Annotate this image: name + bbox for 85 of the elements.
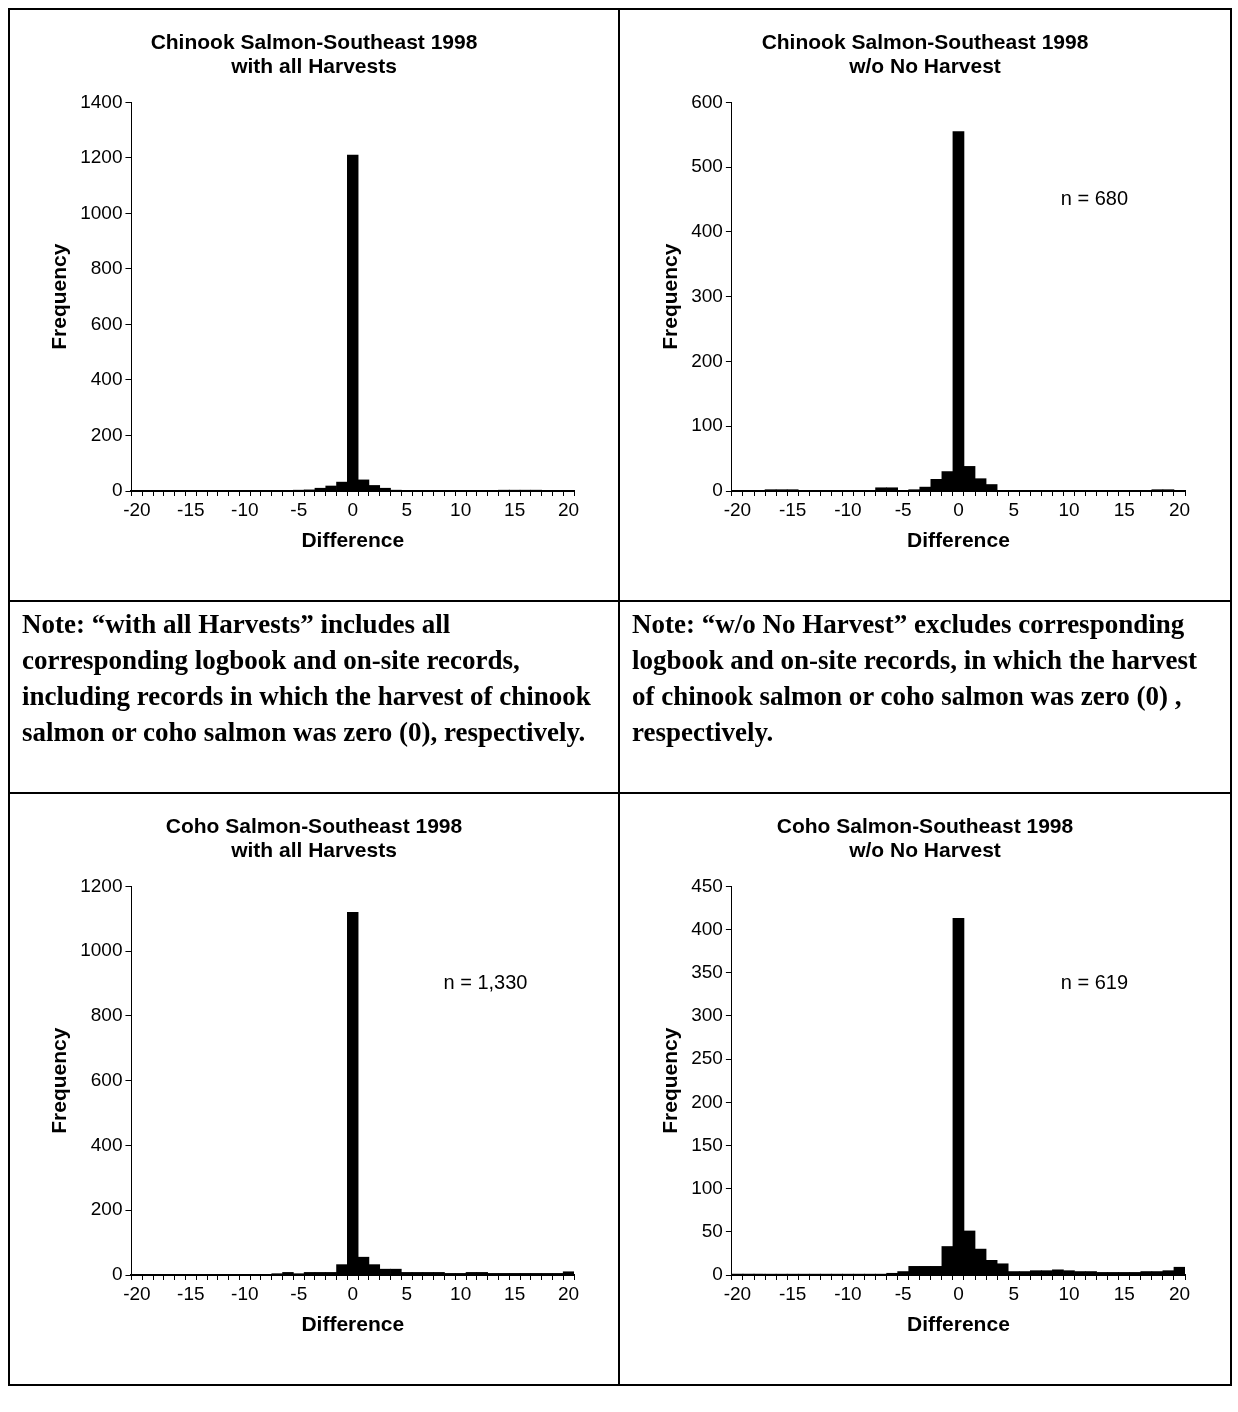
x-tick-label: -5 xyxy=(290,1282,308,1304)
x-tick-label: -15 xyxy=(177,1282,205,1304)
y-tick-label: 1200 xyxy=(80,146,123,168)
x-tick-label: 10 xyxy=(450,1282,472,1304)
x-tick-label: -20 xyxy=(123,1282,151,1304)
y-tick-label: 0 xyxy=(111,1263,123,1285)
x-tick-label: 15 xyxy=(1113,1282,1135,1304)
x-tick-label: -20 xyxy=(123,498,151,520)
y-tick-label: 450 xyxy=(691,874,723,896)
y-tick-label: 250 xyxy=(691,1047,723,1069)
x-tick-label: 5 xyxy=(401,498,412,520)
x-tick-label: 10 xyxy=(450,498,472,520)
x-axis-title: Difference xyxy=(301,1312,405,1336)
y-tick-label: 100 xyxy=(691,1176,723,1198)
x-tick-label: 0 xyxy=(953,1282,964,1304)
x-tick-label: 0 xyxy=(347,498,359,520)
y-tick-label: 150 xyxy=(691,1133,723,1155)
x-tick-label: -10 xyxy=(231,1282,259,1304)
chart-title: Coho Salmon-Southeast 1998 with all Harvests xyxy=(164,814,464,862)
x-tick-label: 5 xyxy=(1008,498,1019,520)
y-tick-label: 600 xyxy=(691,90,723,112)
y-tick-label: 200 xyxy=(691,1090,723,1112)
y-tick-label: 400 xyxy=(90,1133,123,1155)
x-tick-label: 5 xyxy=(1008,1282,1019,1304)
x-tick-label: -5 xyxy=(894,1282,912,1304)
x-tick-label: -20 xyxy=(723,498,752,520)
x-tick-label: 15 xyxy=(504,498,526,520)
y-tick-label: 50 xyxy=(701,1220,723,1242)
x-tick-label: -10 xyxy=(834,1282,862,1304)
y-tick-label: 500 xyxy=(691,155,723,177)
y-tick-label: 0 xyxy=(712,479,723,501)
y-tick-label: 400 xyxy=(90,368,123,390)
annotation: n = 1,330 xyxy=(443,971,528,994)
y-tick-label: 600 xyxy=(90,1068,123,1090)
x-tick-label: -5 xyxy=(894,498,912,520)
text: Note: “w/o No Harvest” excludes corresponding logbook and on-site records, in which the harvest of chinook salmon or coho salmon was zero (0) , respectively. xyxy=(632,608,1199,749)
x-tick-label: -20 xyxy=(723,1282,752,1304)
annotation: n = 680 xyxy=(1060,187,1129,210)
x-tick-label: -5 xyxy=(290,498,308,520)
y-axis-title: Frequency xyxy=(658,1027,682,1134)
y-tick-label: 350 xyxy=(691,960,723,982)
x-axis-title: Difference xyxy=(301,528,405,552)
y-tick-label: 100 xyxy=(691,414,723,436)
x-tick-label: -15 xyxy=(778,498,807,520)
y-axis-title: Frequency xyxy=(47,243,71,350)
x-axis-title: Difference xyxy=(907,528,1010,552)
x-tick-label: -15 xyxy=(778,1282,807,1304)
y-tick-label: 300 xyxy=(691,1004,723,1026)
y-tick-label: 600 xyxy=(90,312,123,334)
y-tick-label: 1000 xyxy=(80,939,123,961)
x-tick-label: 20 xyxy=(1168,1282,1191,1304)
y-tick-label: 800 xyxy=(90,257,123,279)
x-tick-label: -10 xyxy=(231,498,259,520)
x-axis-title: Difference xyxy=(907,1312,1010,1336)
annotation: n = 619 xyxy=(1060,971,1129,994)
x-tick-label: 20 xyxy=(1168,498,1191,520)
x-tick-label: 20 xyxy=(558,498,580,520)
y-tick-label: 0 xyxy=(712,1263,723,1285)
x-tick-label: 15 xyxy=(504,1282,526,1304)
x-tick-label: -10 xyxy=(834,498,862,520)
y-tick-label: 200 xyxy=(691,349,723,371)
y-axis-title: Frequency xyxy=(47,1027,71,1134)
y-tick-label: 300 xyxy=(691,284,723,306)
y-tick-label: 1000 xyxy=(80,201,123,223)
chart-title: Coho Salmon-Southeast 1998 w/o No Harvest xyxy=(775,814,1075,862)
chart-title: Chinook Salmon-Southeast 1998 with all Harvests xyxy=(149,30,479,78)
x-tick-label: 15 xyxy=(1113,498,1135,520)
y-tick-label: 200 xyxy=(90,423,123,445)
x-tick-label: 0 xyxy=(953,498,964,520)
y-tick-label: 1400 xyxy=(80,90,123,112)
y-tick-label: 800 xyxy=(90,1004,123,1026)
y-tick-label: 200 xyxy=(90,1198,123,1220)
y-tick-label: 400 xyxy=(691,220,723,242)
x-tick-label: 0 xyxy=(347,1282,359,1304)
chart-title: Chinook Salmon-Southeast 1998 w/o No Harvest xyxy=(760,30,1090,78)
x-tick-label: 10 xyxy=(1058,498,1080,520)
x-tick-label: 10 xyxy=(1058,1282,1080,1304)
y-tick-label: 400 xyxy=(691,917,723,939)
y-tick-label: 1200 xyxy=(80,874,123,896)
text: Note: “with all Harvests” includes all corresponding logbook and on-site records, including records in which the harvest of chinook salmon or coho salmon was zero (0), respectively. xyxy=(22,608,592,749)
x-tick-label: -15 xyxy=(177,498,205,520)
x-tick-label: 5 xyxy=(401,1282,412,1304)
y-axis-title: Frequency xyxy=(658,243,682,350)
x-tick-label: 20 xyxy=(558,1282,580,1304)
y-tick-label: 0 xyxy=(111,479,123,501)
